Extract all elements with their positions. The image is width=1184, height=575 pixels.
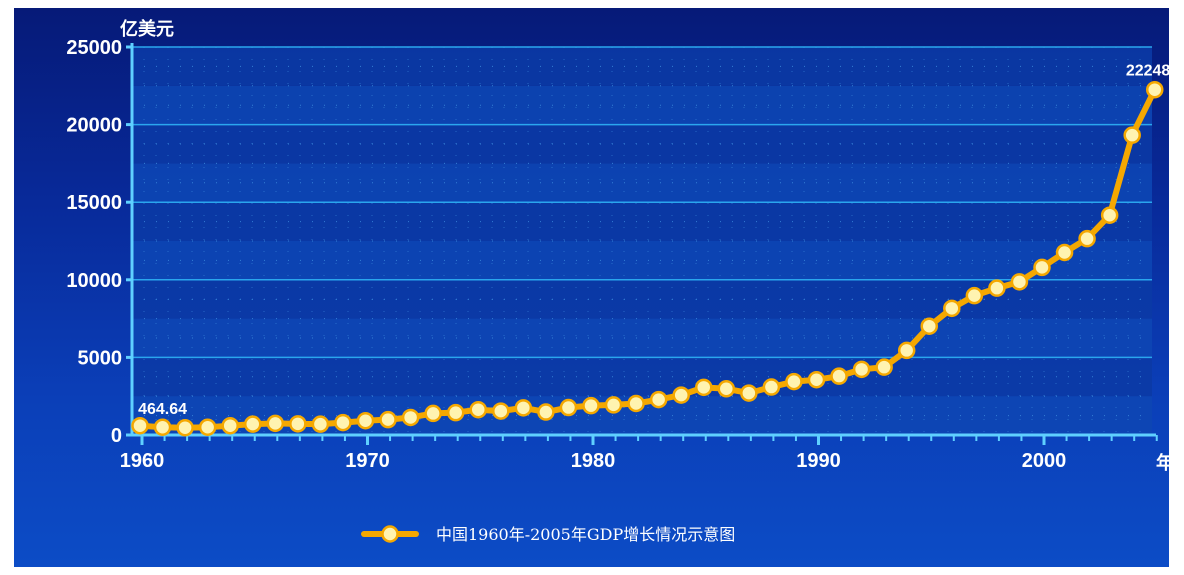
data-label: 22248.1	[1126, 63, 1169, 80]
chart-frame: 0 5000 10000 15000 20000 25000 1960 1970 1980 19…	[14, 8, 1169, 567]
legend-label: 中国1960年-2005年GDP增长情况示意图	[436, 525, 735, 544]
data-point	[740, 384, 758, 402]
data-point	[875, 358, 893, 376]
data-point	[469, 400, 487, 419]
plot-band	[132, 124, 1152, 164]
y-tick-label: 20000	[66, 115, 122, 137]
data-point	[198, 418, 217, 436]
data-point	[1146, 80, 1164, 99]
plot-band	[132, 47, 1152, 86]
data-point	[1033, 258, 1051, 277]
data-point	[695, 378, 713, 397]
data-point	[1010, 273, 1029, 291]
data-point	[649, 390, 668, 409]
data-point	[446, 403, 465, 422]
data-point	[559, 398, 578, 417]
series-gdp	[131, 80, 1164, 437]
data-point	[401, 408, 420, 427]
y-axis-unit-label: 亿美元	[120, 18, 174, 40]
data-point	[176, 418, 194, 437]
axes	[130, 43, 1156, 437]
data-point	[582, 396, 600, 415]
x-tick-label: 1960	[120, 450, 165, 472]
plot-band	[132, 241, 1152, 280]
data-point	[424, 404, 442, 423]
data-point	[379, 410, 397, 429]
data-point	[988, 279, 1006, 297]
plot-background	[132, 47, 1152, 435]
data-point	[1123, 126, 1141, 144]
data-point	[221, 416, 239, 435]
data-point	[807, 370, 826, 389]
y-axis-ticks: 0 5000 10000 15000 20000 25000	[66, 37, 132, 447]
plot-band	[132, 357, 1152, 397]
series-line	[137, 86, 1158, 431]
data-point	[1078, 229, 1096, 248]
data-point	[830, 367, 848, 385]
x-axis-unit-label: 年	[1156, 452, 1169, 474]
data-point	[627, 394, 645, 413]
plot-band	[132, 163, 1152, 203]
plot-band	[132, 318, 1152, 358]
data-point	[852, 360, 871, 379]
x-tick-label: 2000	[1022, 450, 1067, 472]
data-point	[289, 415, 307, 433]
y-tick-label: 5000	[78, 347, 123, 369]
plot-band	[132, 202, 1152, 241]
data-point	[492, 402, 510, 420]
data-point	[311, 415, 330, 433]
data-point	[153, 418, 172, 436]
data-point	[1055, 243, 1074, 262]
legend-marker-swatch	[381, 525, 399, 543]
x-axis-ticks: 1960 1970 1980 1990 2000	[120, 435, 1158, 472]
y-tick-label: 0	[111, 425, 122, 447]
y-tick-label: 10000	[66, 270, 122, 292]
data-point	[604, 396, 623, 414]
data-point	[1100, 206, 1119, 224]
data-point	[672, 386, 690, 404]
data-point	[762, 378, 781, 396]
y-tick-label: 25000	[66, 37, 122, 59]
data-point	[266, 414, 285, 433]
data-point	[356, 411, 375, 430]
data-point	[897, 341, 916, 360]
x-tick-label: 1980	[571, 450, 616, 472]
y-tick-label: 15000	[66, 192, 122, 214]
data-point	[244, 415, 262, 433]
x-tick-label: 1990	[796, 450, 841, 472]
data-point	[965, 286, 984, 305]
data-point	[717, 380, 736, 398]
grid-lines	[132, 46, 1152, 359]
data-point	[131, 416, 149, 435]
data-point	[920, 317, 938, 335]
data-point	[785, 372, 803, 391]
data-label: 464.64	[138, 401, 187, 418]
data-point	[334, 413, 352, 432]
plot-band	[132, 85, 1152, 125]
data-point	[514, 399, 533, 417]
data-point	[943, 299, 961, 318]
x-tick-label: 1970	[345, 450, 390, 472]
data-point	[537, 403, 555, 421]
data-labels: 464.64 22248.1	[138, 63, 1169, 418]
legend: 中国1960年-2005年GDP增长情况示意图	[361, 525, 735, 544]
